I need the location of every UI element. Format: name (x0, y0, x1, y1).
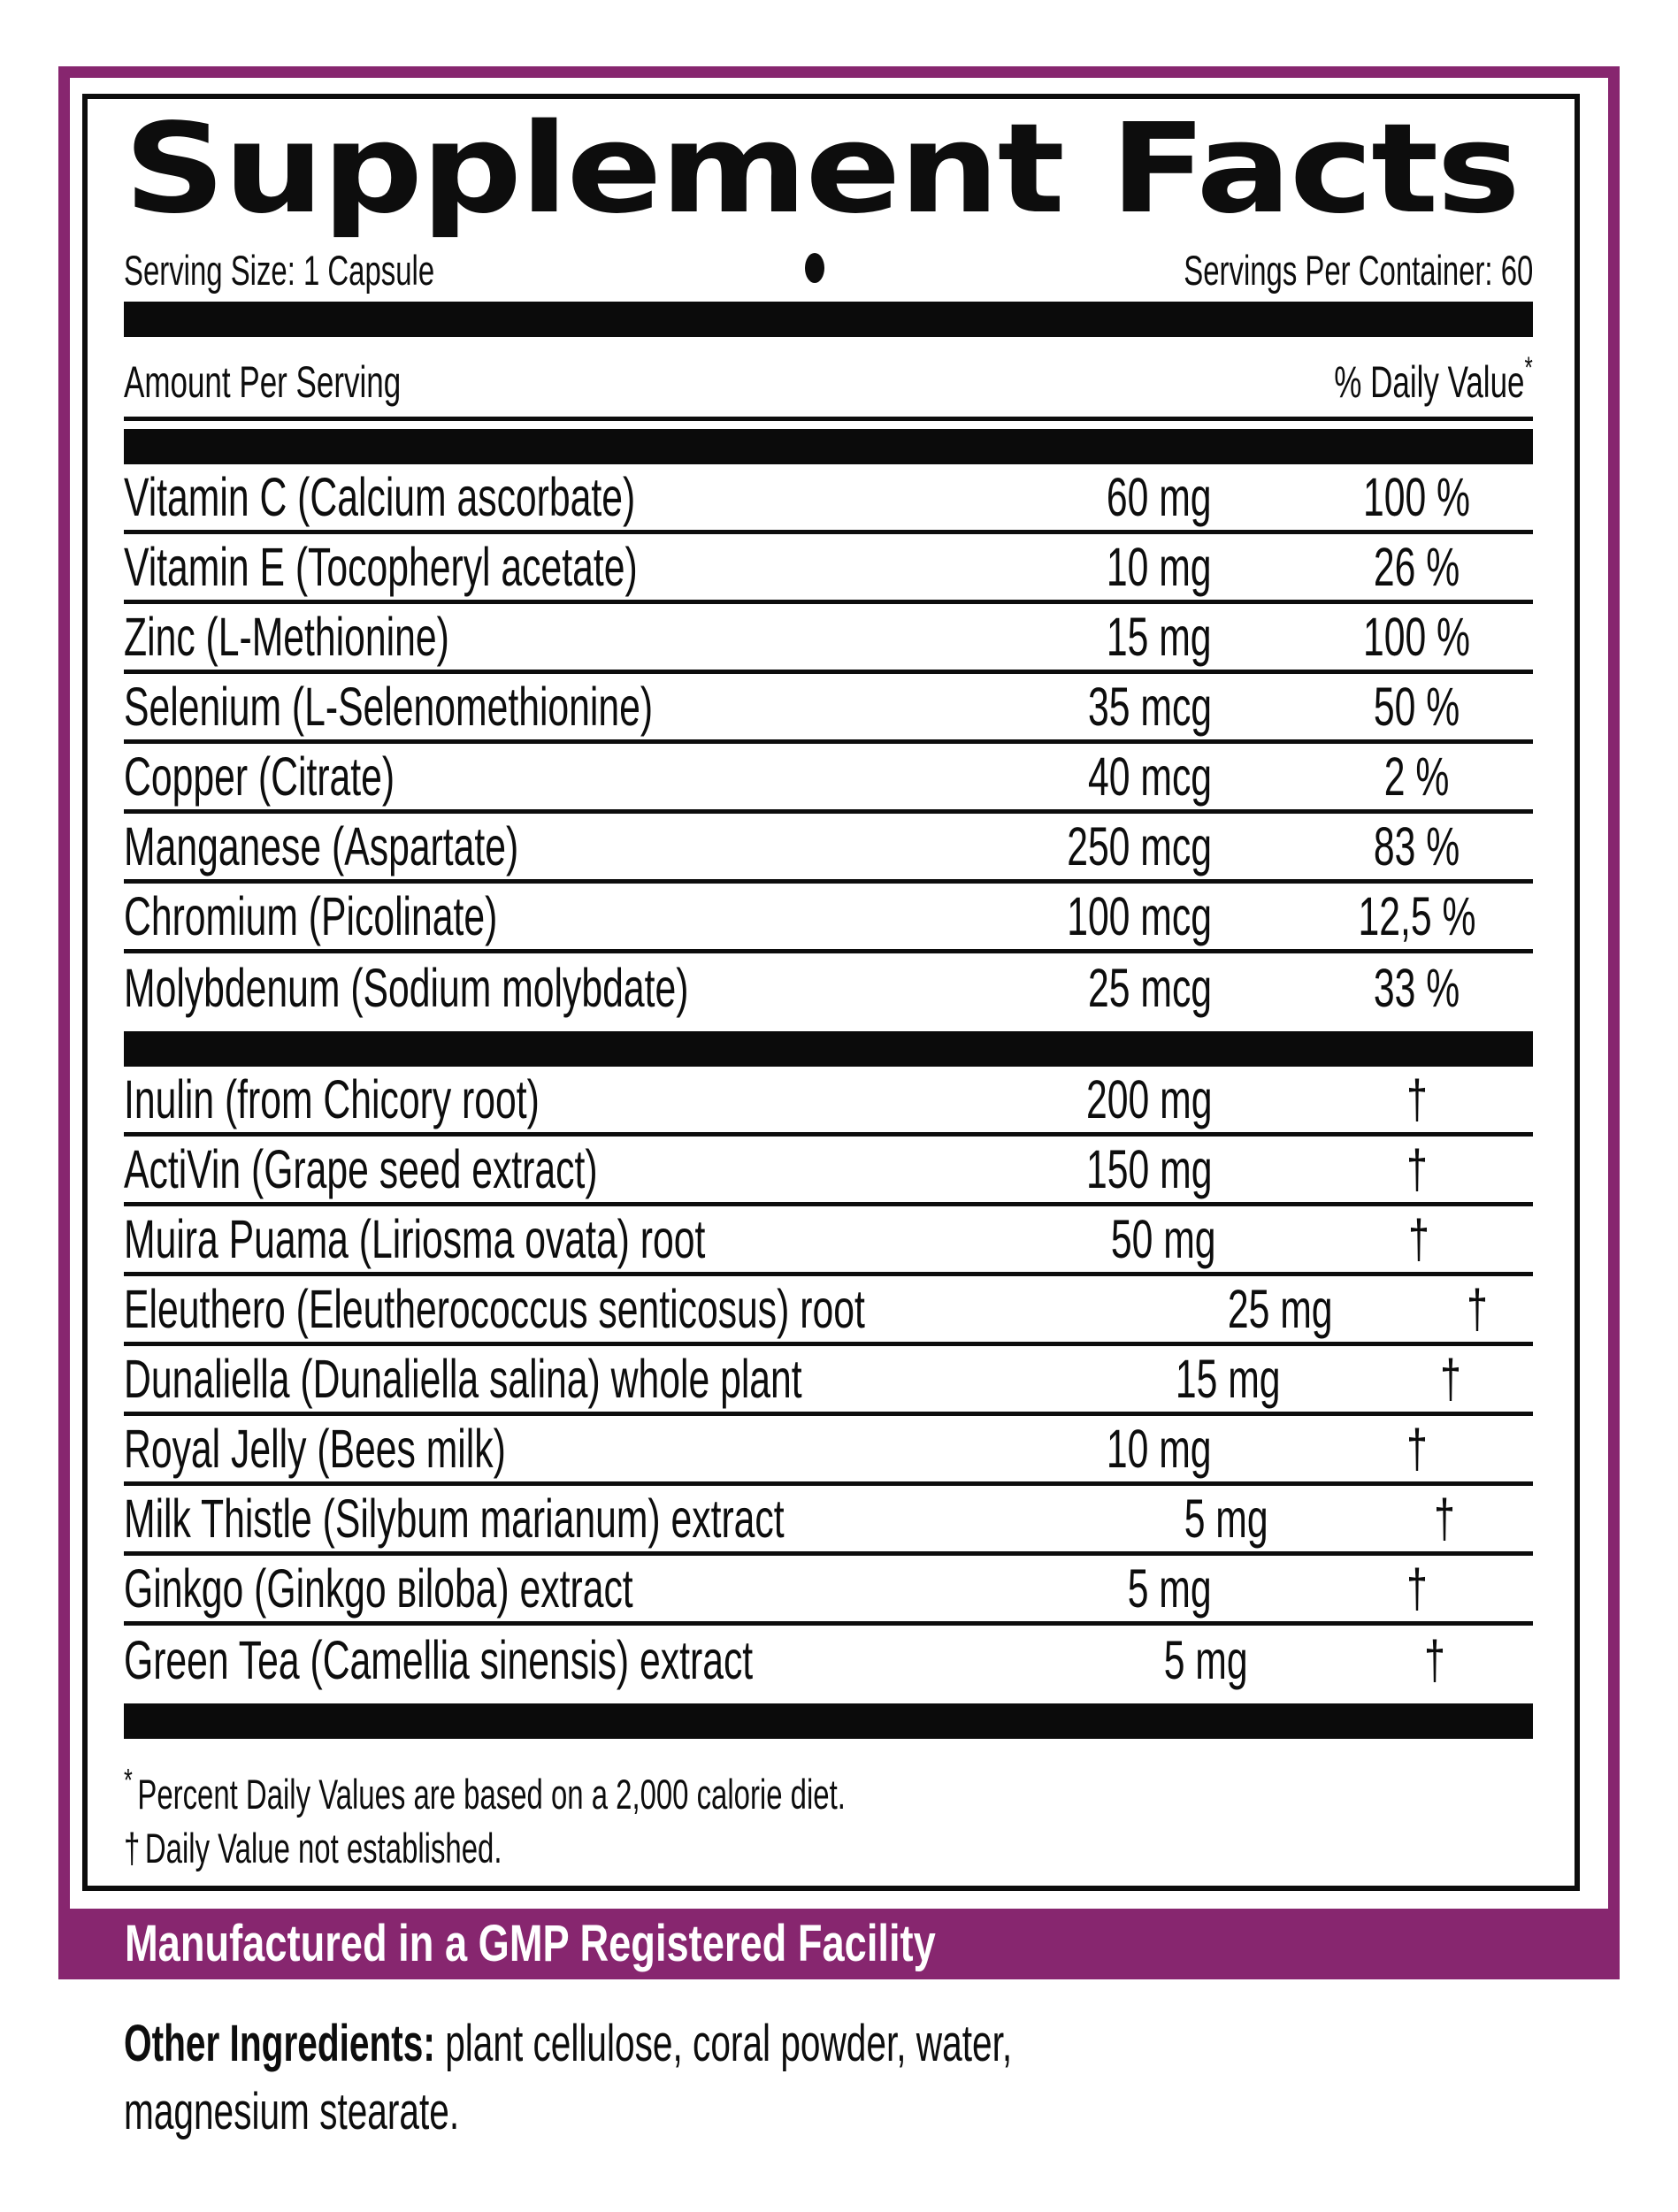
gmp-banner: Manufactured in a GMP Registered Facilit… (70, 1909, 1608, 1979)
serving-size-text: Serving Size: 1 Capsule (124, 247, 435, 294)
table-row: Vitamin E (Tocopheryl acetate) 10 mg 26 … (124, 534, 1533, 604)
ingredient-name-cell: Royal Jelly (Bees milk) (124, 1418, 506, 1479)
amount-cell: 10 mg (1107, 536, 1212, 597)
amount-per-serving-header: Amount Per Serving (124, 357, 402, 407)
daily-value-cell: 26 % (1373, 536, 1460, 597)
amount-cell: 5 mg (1184, 1488, 1268, 1549)
nutrients-table: Vitamin C (Calcium ascorbate) 60 mg 100 … (124, 464, 1533, 1023)
daily-value-cell: 12,5 % (1358, 885, 1475, 946)
ingredient-name-cell: Eleuthero (Eleutherococcus senticosus) r… (124, 1278, 865, 1339)
ingredient-name-cell: Molybdenum (Sodium molybdate) (124, 958, 689, 1018)
amount-cell: 25 mcg (1087, 958, 1212, 1018)
table-row: Inulin (from Chicory root) 200 mg † (124, 1067, 1533, 1137)
amount-cell: 15 mg (1107, 606, 1212, 667)
other-ingredients-line1: Other Ingredients: plant cellulose, cora… (124, 2015, 1013, 2072)
table-row: Ginkgo (Ginkgo вiloba) extract 5 mg † (124, 1556, 1533, 1626)
daily-value-cell: 33 % (1373, 958, 1460, 1018)
amount-cell: 150 mg (1085, 1138, 1212, 1199)
ingredient-name-cell: Muira Puama (Liriosma ovata) root (124, 1208, 706, 1269)
amount-cell: 50 mg (1110, 1208, 1216, 1269)
ingredient-name-cell: Ginkgo (Ginkgo вiloba) extract (124, 1558, 633, 1619)
daily-value-cell: † (1466, 1278, 1488, 1339)
amount-cell: 100 mcg (1067, 885, 1212, 946)
ingredient-name-cell: Dunaliella (Dunaliella salina) whole pla… (124, 1348, 802, 1409)
botanicals-table: Inulin (from Chicory root) 200 mg † Acti… (124, 1067, 1533, 1695)
table-row: Zinc (L-Methionine) 15 mg 100 % (124, 604, 1533, 674)
table-row: Chromium (Picolinate) 100 mcg 12,5 % (124, 884, 1533, 953)
daily-value-cell: † (1406, 1068, 1428, 1129)
ingredient-name-cell: Manganese (Aspartate) (124, 815, 519, 876)
dagger-mark: † (124, 1825, 141, 1871)
table-row: Royal Jelly (Bees milk) 10 mg † (124, 1416, 1533, 1486)
daily-value-cell: † (1440, 1348, 1461, 1409)
table-row: Selenium (L-Selenomethionine) 35 mcg 50 … (124, 674, 1533, 744)
daily-value-asterisk: * (1524, 351, 1533, 385)
daily-value-cell: † (1423, 1630, 1445, 1690)
thick-rule-bottom (124, 1703, 1533, 1739)
supplement-facts-panel: Supplement Facts Serving Size: 1 Capsule… (82, 94, 1580, 1891)
daily-value-cell: 2 % (1383, 746, 1450, 807)
daily-value-cell: 50 % (1373, 676, 1460, 737)
thick-rule-header (124, 429, 1533, 464)
thick-rule-top (124, 302, 1533, 337)
daily-value-cell: † (1407, 1208, 1429, 1269)
ingredient-name-cell: Vitamin E (Tocopheryl acetate) (124, 536, 638, 597)
table-row: Eleuthero (Eleutherococcus senticosus) r… (124, 1276, 1533, 1346)
ingredient-name-cell: Selenium (L-Selenomethionine) (124, 676, 654, 737)
amount-cell: 35 mcg (1087, 676, 1212, 737)
table-header-row: Amount Per Serving % Daily Value* (124, 337, 1533, 421)
gmp-banner-text: Manufactured in a GMP Registered Facilit… (125, 1915, 936, 1972)
ingredient-name-cell: Milk Thistle (Silybum marianum) extract (124, 1488, 785, 1549)
ingredient-name-cell: Inulin (from Chicory root) (124, 1068, 540, 1129)
ingredient-name-cell: Copper (Citrate) (124, 746, 395, 807)
panel-title-wrap: Supplement Facts (124, 99, 1533, 232)
other-ingredients-line2: magnesium stearate. (124, 2083, 460, 2140)
ingredient-name-cell: ActiVin (Grape seed extract) (124, 1138, 598, 1199)
other-ingredients: Other Ingredients: plant cellulose, cora… (124, 2009, 1557, 2146)
ingredient-name-cell: Chromium (Picolinate) (124, 885, 498, 946)
table-row: Dunaliella (Dunaliella salina) whole pla… (124, 1346, 1533, 1416)
table-row: Green Tea (Camellia sinensis) extract 5 … (124, 1626, 1533, 1695)
table-row: Molybdenum (Sodium molybdate) 25 mcg 33 … (124, 953, 1533, 1023)
panel-title: Supplement Facts (124, 97, 1521, 241)
amount-cell: 5 mg (1163, 1630, 1248, 1690)
daily-value-cell: † (1406, 1138, 1428, 1199)
table-row: Copper (Citrate) 40 mcg 2 % (124, 744, 1533, 814)
serving-info-row: Serving Size: 1 Capsule Servings Per Con… (124, 249, 1533, 291)
ingredient-name-cell: Vitamin C (Calcium ascorbate) (124, 466, 636, 527)
daily-value-cell: † (1406, 1558, 1428, 1619)
daily-value-cell: 100 % (1362, 606, 1471, 667)
daily-value-cell: 100 % (1362, 466, 1471, 527)
amount-cell: 5 mg (1128, 1558, 1212, 1619)
thick-rule-middle (124, 1031, 1533, 1067)
ingredient-name-cell: Green Tea (Camellia sinensis) extract (124, 1630, 754, 1690)
footnotes: * Percent Daily Values are based on a 2,0… (124, 1753, 1533, 1875)
table-row: Manganese (Aspartate) 250 mcg 83 % (124, 814, 1533, 884)
footnote-not-established: † Daily Value not established. (124, 1825, 502, 1871)
amount-cell: 10 mg (1107, 1418, 1212, 1479)
amount-cell: 200 mg (1085, 1068, 1212, 1129)
amount-cell: 15 mg (1175, 1348, 1281, 1409)
daily-value-cell: 83 % (1373, 815, 1460, 876)
amount-cell: 250 mcg (1067, 815, 1212, 876)
asterisk-mark: * (124, 1762, 133, 1798)
table-row: Milk Thistle (Silybum marianum) extract … (124, 1486, 1533, 1556)
daily-value-header: % Daily Value* (1334, 351, 1533, 407)
other-ingredients-label: Other Ingredients: (124, 2015, 435, 2072)
amount-cell: 40 mcg (1087, 746, 1212, 807)
table-row: ActiVin (Grape seed extract) 150 mg † (124, 1137, 1533, 1206)
bullet-separator-icon (805, 253, 824, 283)
table-row: Muira Puama (Liriosma ovata) root 50 mg … (124, 1206, 1533, 1276)
ingredient-name-cell: Zinc (L-Methionine) (124, 606, 449, 667)
servings-per-container-text: Servings Per Container: 60 (1183, 247, 1533, 294)
amount-cell: 60 mg (1107, 466, 1212, 527)
daily-value-cell: † (1434, 1488, 1456, 1549)
label-purple-frame: Supplement Facts Serving Size: 1 Capsule… (58, 66, 1620, 1979)
amount-cell: 25 mg (1227, 1278, 1333, 1339)
daily-value-cell: † (1406, 1418, 1428, 1479)
footnote-daily-values: * Percent Daily Values are based on a 2,0… (124, 1762, 846, 1818)
table-row: Vitamin C (Calcium ascorbate) 60 mg 100 … (124, 464, 1533, 534)
